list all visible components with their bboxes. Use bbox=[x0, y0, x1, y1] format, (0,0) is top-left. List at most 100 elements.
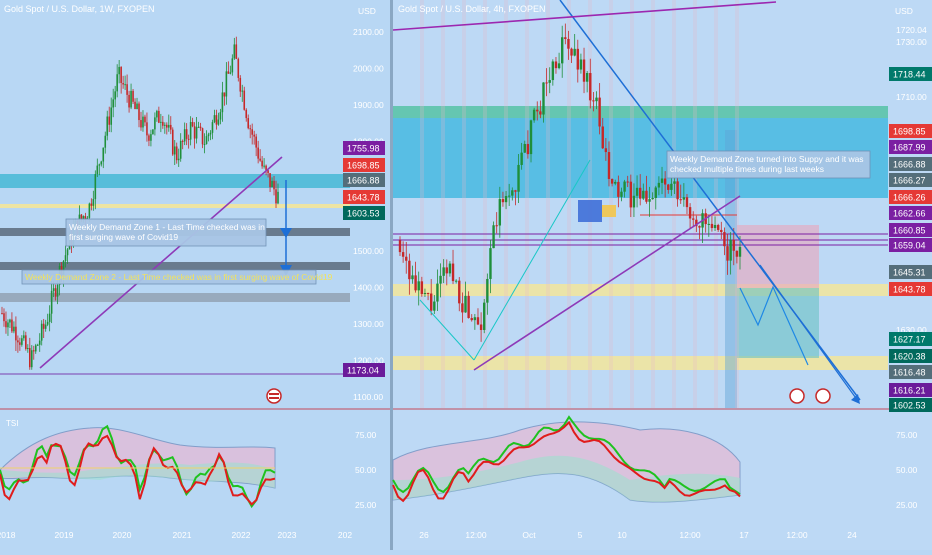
right-us-flag-icon-1[interactable] bbox=[789, 388, 805, 404]
left-candle-body bbox=[48, 313, 51, 322]
right-candle-body bbox=[685, 197, 689, 208]
right-time-axis[interactable]: 26 12:00 Oct 5 10 12:00 17 12:00 24 bbox=[419, 530, 857, 540]
left-osc-line bbox=[0, 424, 276, 509]
right-candle-body bbox=[458, 280, 461, 304]
left-candle-body bbox=[241, 90, 244, 92]
right-price-badge-label: 1698.85 bbox=[893, 127, 926, 137]
left-candle-body bbox=[32, 350, 35, 352]
right-session-stripe bbox=[462, 0, 466, 408]
right-axis-unit: USD bbox=[895, 6, 913, 16]
right-price-badge-label: 1620.38 bbox=[893, 352, 926, 362]
right-short-position-risk[interactable] bbox=[737, 225, 819, 288]
left-candle-body bbox=[38, 340, 41, 345]
right-session-stripe bbox=[546, 0, 550, 408]
right-forecast-path[interactable] bbox=[739, 285, 809, 366]
left-price-tick: 1500.00 bbox=[353, 246, 384, 256]
left-candle-body bbox=[56, 284, 59, 297]
right-ascending-trendline[interactable] bbox=[473, 195, 741, 371]
left-annotation-1-text: Weekly Demand Zone 1 - Last Time checked… bbox=[69, 222, 265, 242]
right-candle-body bbox=[420, 281, 424, 294]
right-time-label: 26 bbox=[419, 530, 429, 540]
right-candle-body bbox=[598, 97, 601, 127]
left-candle-body bbox=[9, 319, 11, 323]
right-short-position-target[interactable] bbox=[737, 288, 819, 358]
right-candle-body bbox=[492, 225, 495, 249]
left-candle-body bbox=[271, 180, 273, 188]
right-osc-lower-band bbox=[393, 455, 740, 503]
right-candle-body bbox=[548, 80, 551, 83]
right-time-label: 10 bbox=[617, 530, 627, 540]
right-candle-body bbox=[473, 317, 477, 321]
left-candle-body bbox=[25, 335, 27, 349]
right-session-stripe bbox=[525, 0, 529, 408]
right-price-badge bbox=[889, 140, 932, 154]
left-candle-body bbox=[251, 129, 253, 135]
right-time-label: 24 bbox=[847, 530, 857, 540]
left-annotation-2-box[interactable] bbox=[21, 269, 317, 285]
left-candle-body bbox=[30, 350, 33, 368]
left-candle-body bbox=[247, 118, 250, 129]
left-candle-body bbox=[150, 134, 152, 141]
right-price-badge-label: 1666.88 bbox=[893, 160, 926, 170]
left-price-tick: 2100.00 bbox=[353, 27, 384, 37]
right-candle-body bbox=[398, 240, 402, 253]
right-candle-body bbox=[445, 267, 448, 274]
right-candle-body bbox=[483, 302, 486, 330]
left-candle-body bbox=[158, 110, 160, 123]
right-us-flag-icon-2[interactable] bbox=[815, 388, 831, 404]
left-time-label: 2021 bbox=[173, 530, 192, 540]
left-candle-body bbox=[245, 109, 248, 119]
left-price-badge bbox=[343, 173, 385, 187]
left-candle-body bbox=[261, 160, 263, 167]
right-candle-body bbox=[713, 224, 717, 229]
right-price-badge bbox=[889, 173, 932, 187]
right-volume-profile bbox=[578, 200, 602, 222]
right-candle-body bbox=[461, 303, 464, 313]
right-annotation-box[interactable] bbox=[666, 150, 871, 179]
right-candle-body bbox=[617, 181, 620, 197]
right-candle-body bbox=[679, 199, 682, 201]
right-price-badge bbox=[889, 282, 932, 296]
right-symbol-title: Gold Spot / U.S. Dollar, 4h, FXOPEN bbox=[398, 4, 546, 14]
left-candle-body bbox=[207, 134, 210, 137]
right-top-trendline[interactable] bbox=[392, 1, 777, 31]
left-candle-body bbox=[164, 124, 166, 126]
right-candle-body bbox=[579, 59, 583, 70]
pane-divider[interactable] bbox=[390, 0, 393, 550]
left-trendline[interactable] bbox=[39, 156, 283, 369]
left-candle-body bbox=[122, 82, 124, 85]
right-price-badge bbox=[889, 124, 932, 138]
left-candle-body bbox=[5, 321, 7, 328]
right-candle-body bbox=[426, 292, 430, 294]
left-candle-body bbox=[90, 203, 93, 206]
right-candle-body bbox=[676, 181, 679, 200]
left-price-tick: 1200.00 bbox=[353, 356, 384, 366]
right-descending-trendline[interactable] bbox=[559, 0, 861, 401]
left-candle-body bbox=[235, 44, 238, 59]
left-candle-body bbox=[102, 147, 105, 162]
left-candle-body bbox=[175, 146, 178, 161]
right-candle-body bbox=[614, 181, 617, 184]
right-candle-body bbox=[592, 100, 595, 102]
left-yellow-line-zone bbox=[0, 204, 350, 208]
right-session-stripe bbox=[567, 0, 571, 408]
left-candle-body bbox=[128, 94, 130, 108]
left-time-axis[interactable]: 2018 2019 2020 2021 2022 2023 202 bbox=[0, 530, 352, 540]
right-candle-body bbox=[692, 218, 695, 220]
right-candle-body bbox=[520, 152, 523, 165]
left-candle-body bbox=[201, 128, 204, 145]
left-candle-body bbox=[104, 135, 107, 148]
right-price-badge bbox=[889, 349, 932, 363]
left-candle-body bbox=[195, 127, 198, 139]
left-candle-body bbox=[169, 124, 172, 130]
left-annotation-1-box[interactable] bbox=[65, 218, 267, 247]
right-candle-body bbox=[557, 63, 561, 69]
right-down-arrow[interactable] bbox=[759, 264, 859, 402]
left-candle-body bbox=[177, 158, 180, 161]
left-us-flag-icon[interactable] bbox=[266, 388, 282, 404]
right-candle-body bbox=[408, 260, 411, 280]
left-candle-body bbox=[116, 74, 118, 92]
right-candle-body bbox=[405, 256, 408, 261]
